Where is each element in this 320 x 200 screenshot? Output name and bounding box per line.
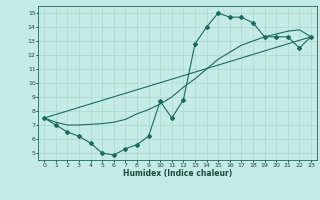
X-axis label: Humidex (Indice chaleur): Humidex (Indice chaleur) [123, 169, 232, 178]
